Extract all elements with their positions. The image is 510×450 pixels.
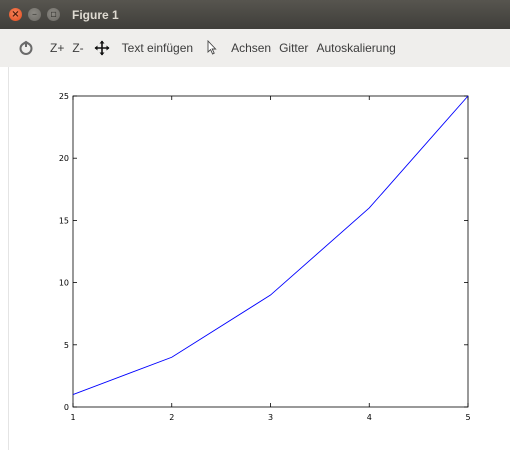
zoom-in-button[interactable]: Z+ <box>46 36 68 60</box>
x-tick-label: 2 <box>169 413 174 422</box>
y-tick-label: 25 <box>59 92 69 101</box>
insert-text-label: Text einfügen <box>121 41 194 55</box>
grid-label: Gitter <box>279 41 309 55</box>
x-tick-label: 4 <box>367 413 372 422</box>
zoom-out-label: Z- <box>72 41 84 55</box>
x-tick-label: 5 <box>465 413 470 422</box>
home-button[interactable] <box>14 36 38 60</box>
axes-frame <box>72 95 469 408</box>
axes-button[interactable]: Achsen <box>227 36 275 60</box>
title-bar: × – ▫ Figure 1 <box>0 0 510 29</box>
series-line <box>72 95 469 395</box>
pan-arrows-icon <box>94 40 110 56</box>
autoscale-label: Autoskalierung <box>316 41 396 55</box>
maximize-icon[interactable]: ▫ <box>47 8 60 21</box>
select-button[interactable] <box>201 36 223 60</box>
y-tick-label: 0 <box>64 403 69 412</box>
insert-text-button[interactable]: Text einfügen <box>118 36 197 60</box>
toolbar: Z+ Z- Text einfügen Achsen Gitter Autosk… <box>0 29 510 67</box>
x-tick-label: 1 <box>70 413 75 422</box>
home-icon <box>19 40 33 55</box>
plot-canvas[interactable]: 1 2 3 4 5 0 5 10 15 20 25 <box>0 67 510 450</box>
zoom-out-button[interactable]: Z- <box>68 36 87 60</box>
pointer-icon <box>207 40 217 55</box>
x-tick-label: 3 <box>268 413 273 422</box>
axes-label: Achsen <box>231 41 272 55</box>
close-icon[interactable]: × <box>9 8 22 21</box>
canvas-left-edge <box>8 67 9 450</box>
window-title: Figure 1 <box>72 7 119 22</box>
zoom-in-label: Z+ <box>50 41 65 55</box>
pan-button[interactable] <box>90 36 114 60</box>
y-tick-label: 20 <box>59 154 69 163</box>
line-chart: 1 2 3 4 5 0 5 10 15 20 25 <box>59 92 471 422</box>
minimize-icon[interactable]: – <box>28 8 41 21</box>
y-tick-label: 5 <box>64 341 69 350</box>
autoscale-button[interactable]: Autoskalierung <box>312 36 399 60</box>
y-tick-label: 15 <box>59 216 69 225</box>
y-tick-label: 10 <box>59 279 69 288</box>
grid-button[interactable]: Gitter <box>275 36 312 60</box>
